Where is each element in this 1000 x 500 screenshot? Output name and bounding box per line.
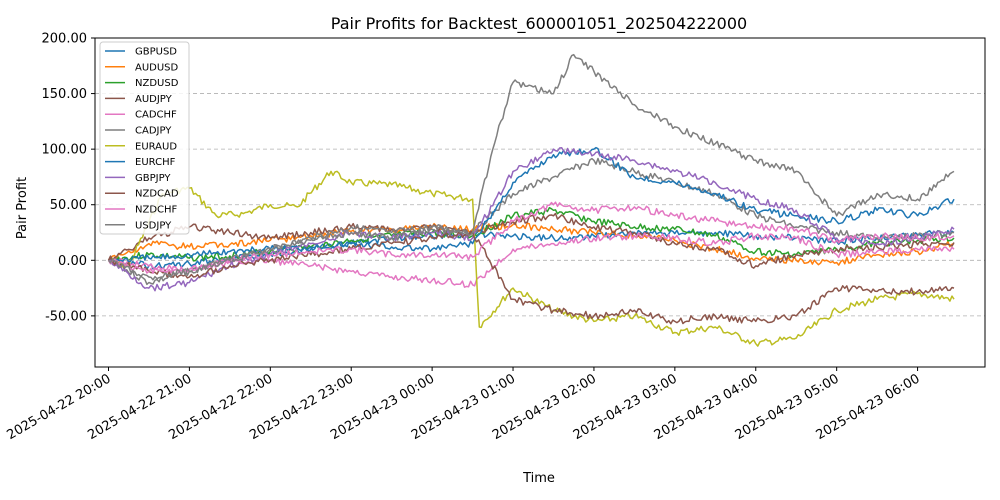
series-line-euraud [108,170,955,347]
y-tick-label: 150.00 [42,87,88,102]
y-tick-label: 50.00 [50,198,87,213]
legend-label: CADCHF [135,110,177,121]
y-tick-label: 0.00 [58,254,87,269]
series-line-audjpy [107,212,955,269]
chart-title: Pair Profits for Backtest_600001051_2025… [331,14,747,34]
y-tick-label: -50.00 [45,309,87,324]
series-line-nzdcad [107,231,955,325]
x-axis-label: Time [522,471,555,486]
plot-frame [94,37,986,368]
legend-label: GBPUSD [135,47,177,58]
legend-label: CADJPY [135,126,172,137]
series-line-audusd [108,221,955,266]
series-line-usdjpy [107,53,955,281]
legend-label: USDJPY [135,220,172,231]
legend-label: EURAUD [135,141,177,152]
legend-label: NZDUSD [135,78,179,89]
y-tick-label: 100.00 [42,143,88,158]
legend-label: AUDJPY [135,94,173,105]
series-line-eurchf [108,146,955,264]
legend-label: GBPJPY [135,173,171,184]
series-line-gbpusd [108,229,955,270]
y-tick-label: 200.00 [42,32,88,47]
y-axis: -50.00 0.00 50.00 100.00 150.00 200.00 [42,32,95,324]
legend-label: NZDCAD [135,189,179,200]
legend-box [99,41,190,235]
legend: GBPUSD AUDUSD NZDUSD AUDJPY CADCHF CADJPY EURA… [99,41,190,235]
legend-label: NZDCHF [135,205,178,216]
y-axis-label: Pair Profit [15,177,30,239]
series-line-nzdchf [107,201,955,274]
legend-label: AUDUSD [135,62,179,73]
series-layer [107,53,955,347]
legend-label: EURCHF [135,157,176,168]
